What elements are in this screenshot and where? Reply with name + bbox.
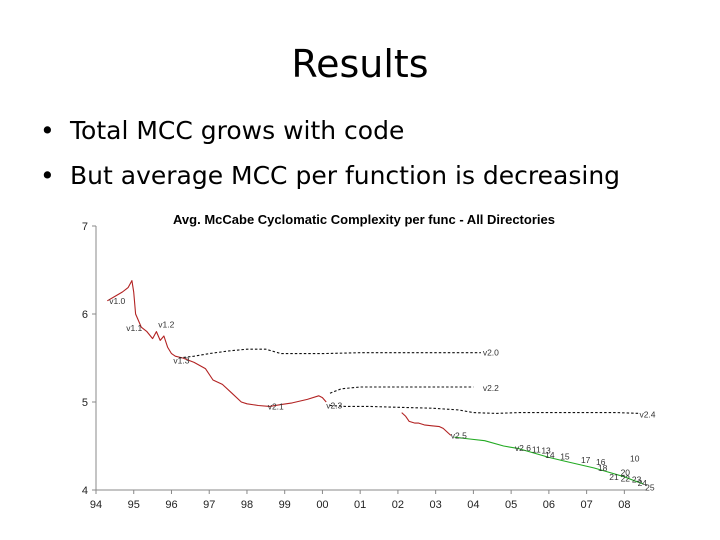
series-line-v2.4-stable — [329, 404, 640, 414]
version-label: 15 — [560, 452, 570, 462]
version-label: 22 — [621, 474, 631, 484]
version-label: v1.2 — [158, 320, 174, 330]
y-tick-label: 7 — [82, 221, 88, 233]
x-tick-label: 06 — [543, 499, 555, 511]
series-line-v2.6 — [454, 436, 644, 485]
x-tick-label: 00 — [316, 499, 328, 511]
bullet-list: • Total MCC grows with code • But average … — [40, 108, 620, 198]
version-label: 25 — [645, 482, 655, 492]
version-label: 17 — [581, 455, 591, 465]
chart-annotations: v1.0 v1.1 v1.2 v1.3 v2.0 v2.1 v2.2 v2.3 v2.4 v2.5… — [109, 296, 656, 493]
version-label: v2.6 — [515, 443, 531, 453]
bullet-marker: • — [40, 161, 55, 190]
chart-axes: 4 5 6 7 94 95 96 97 98 99 00 01 02 03 04 05 06 07 08 — [82, 221, 647, 511]
bullet-item: • But average MCC per function is decreas… — [40, 153, 620, 198]
series-line-development — [107, 280, 327, 407]
version-label: 11 — [532, 445, 541, 455]
version-label: v1.3 — [173, 356, 189, 366]
version-label: v1.0 — [109, 296, 125, 306]
bullet-text: But average MCC per function is decreasi… — [70, 161, 621, 190]
version-label: 16 — [596, 457, 606, 467]
version-label: 20 — [621, 467, 631, 477]
version-label: v2.4 — [639, 409, 655, 419]
chart-title: Avg. McCabe Cyclomatic Complexity per fu… — [173, 212, 555, 227]
x-tick-label: 97 — [203, 499, 215, 511]
version-label: v2.5 — [451, 430, 467, 440]
version-label: 14 — [545, 450, 555, 460]
version-label: v2.1 — [268, 401, 284, 411]
version-label: 21 — [609, 472, 619, 482]
series-line-v2.2-stable — [329, 386, 474, 394]
version-label: 10 — [630, 453, 640, 463]
y-tick-label: 4 — [82, 485, 88, 497]
x-tick-label: 98 — [241, 499, 253, 511]
y-tick-label: 6 — [82, 309, 88, 321]
version-label: v1.1 — [126, 323, 142, 333]
version-label: 18 — [598, 463, 608, 473]
x-tick-label: 07 — [580, 499, 592, 511]
x-tick-label: 94 — [90, 499, 102, 511]
series-line-v2.0-stable — [178, 348, 481, 359]
x-tick-label: 01 — [354, 499, 366, 511]
version-label: 13 — [541, 445, 551, 455]
slide-title: Results — [291, 42, 429, 86]
version-label: 24 — [638, 478, 648, 488]
x-tick-label: 96 — [165, 499, 177, 511]
version-label: v2.3 — [326, 401, 342, 411]
x-tick-label: 03 — [430, 499, 442, 511]
version-label: 23 — [632, 474, 642, 484]
bullet-text: Total MCC grows with code — [70, 116, 405, 145]
x-tick-label: 04 — [467, 499, 479, 511]
chart-series — [107, 280, 644, 485]
series-line-v2.5-development — [401, 412, 452, 436]
bullet-item: • Total MCC grows with code — [40, 108, 620, 153]
bullet-marker: • — [40, 116, 55, 145]
x-tick-label: 99 — [279, 499, 291, 511]
x-tick-label: 02 — [392, 499, 404, 511]
version-label: v2.2 — [483, 383, 499, 393]
x-tick-label: 05 — [505, 499, 517, 511]
x-tick-label: 08 — [618, 499, 630, 511]
x-tick-label: 95 — [128, 499, 140, 511]
y-tick-label: 5 — [82, 397, 88, 409]
version-label: v2.0 — [483, 348, 499, 358]
